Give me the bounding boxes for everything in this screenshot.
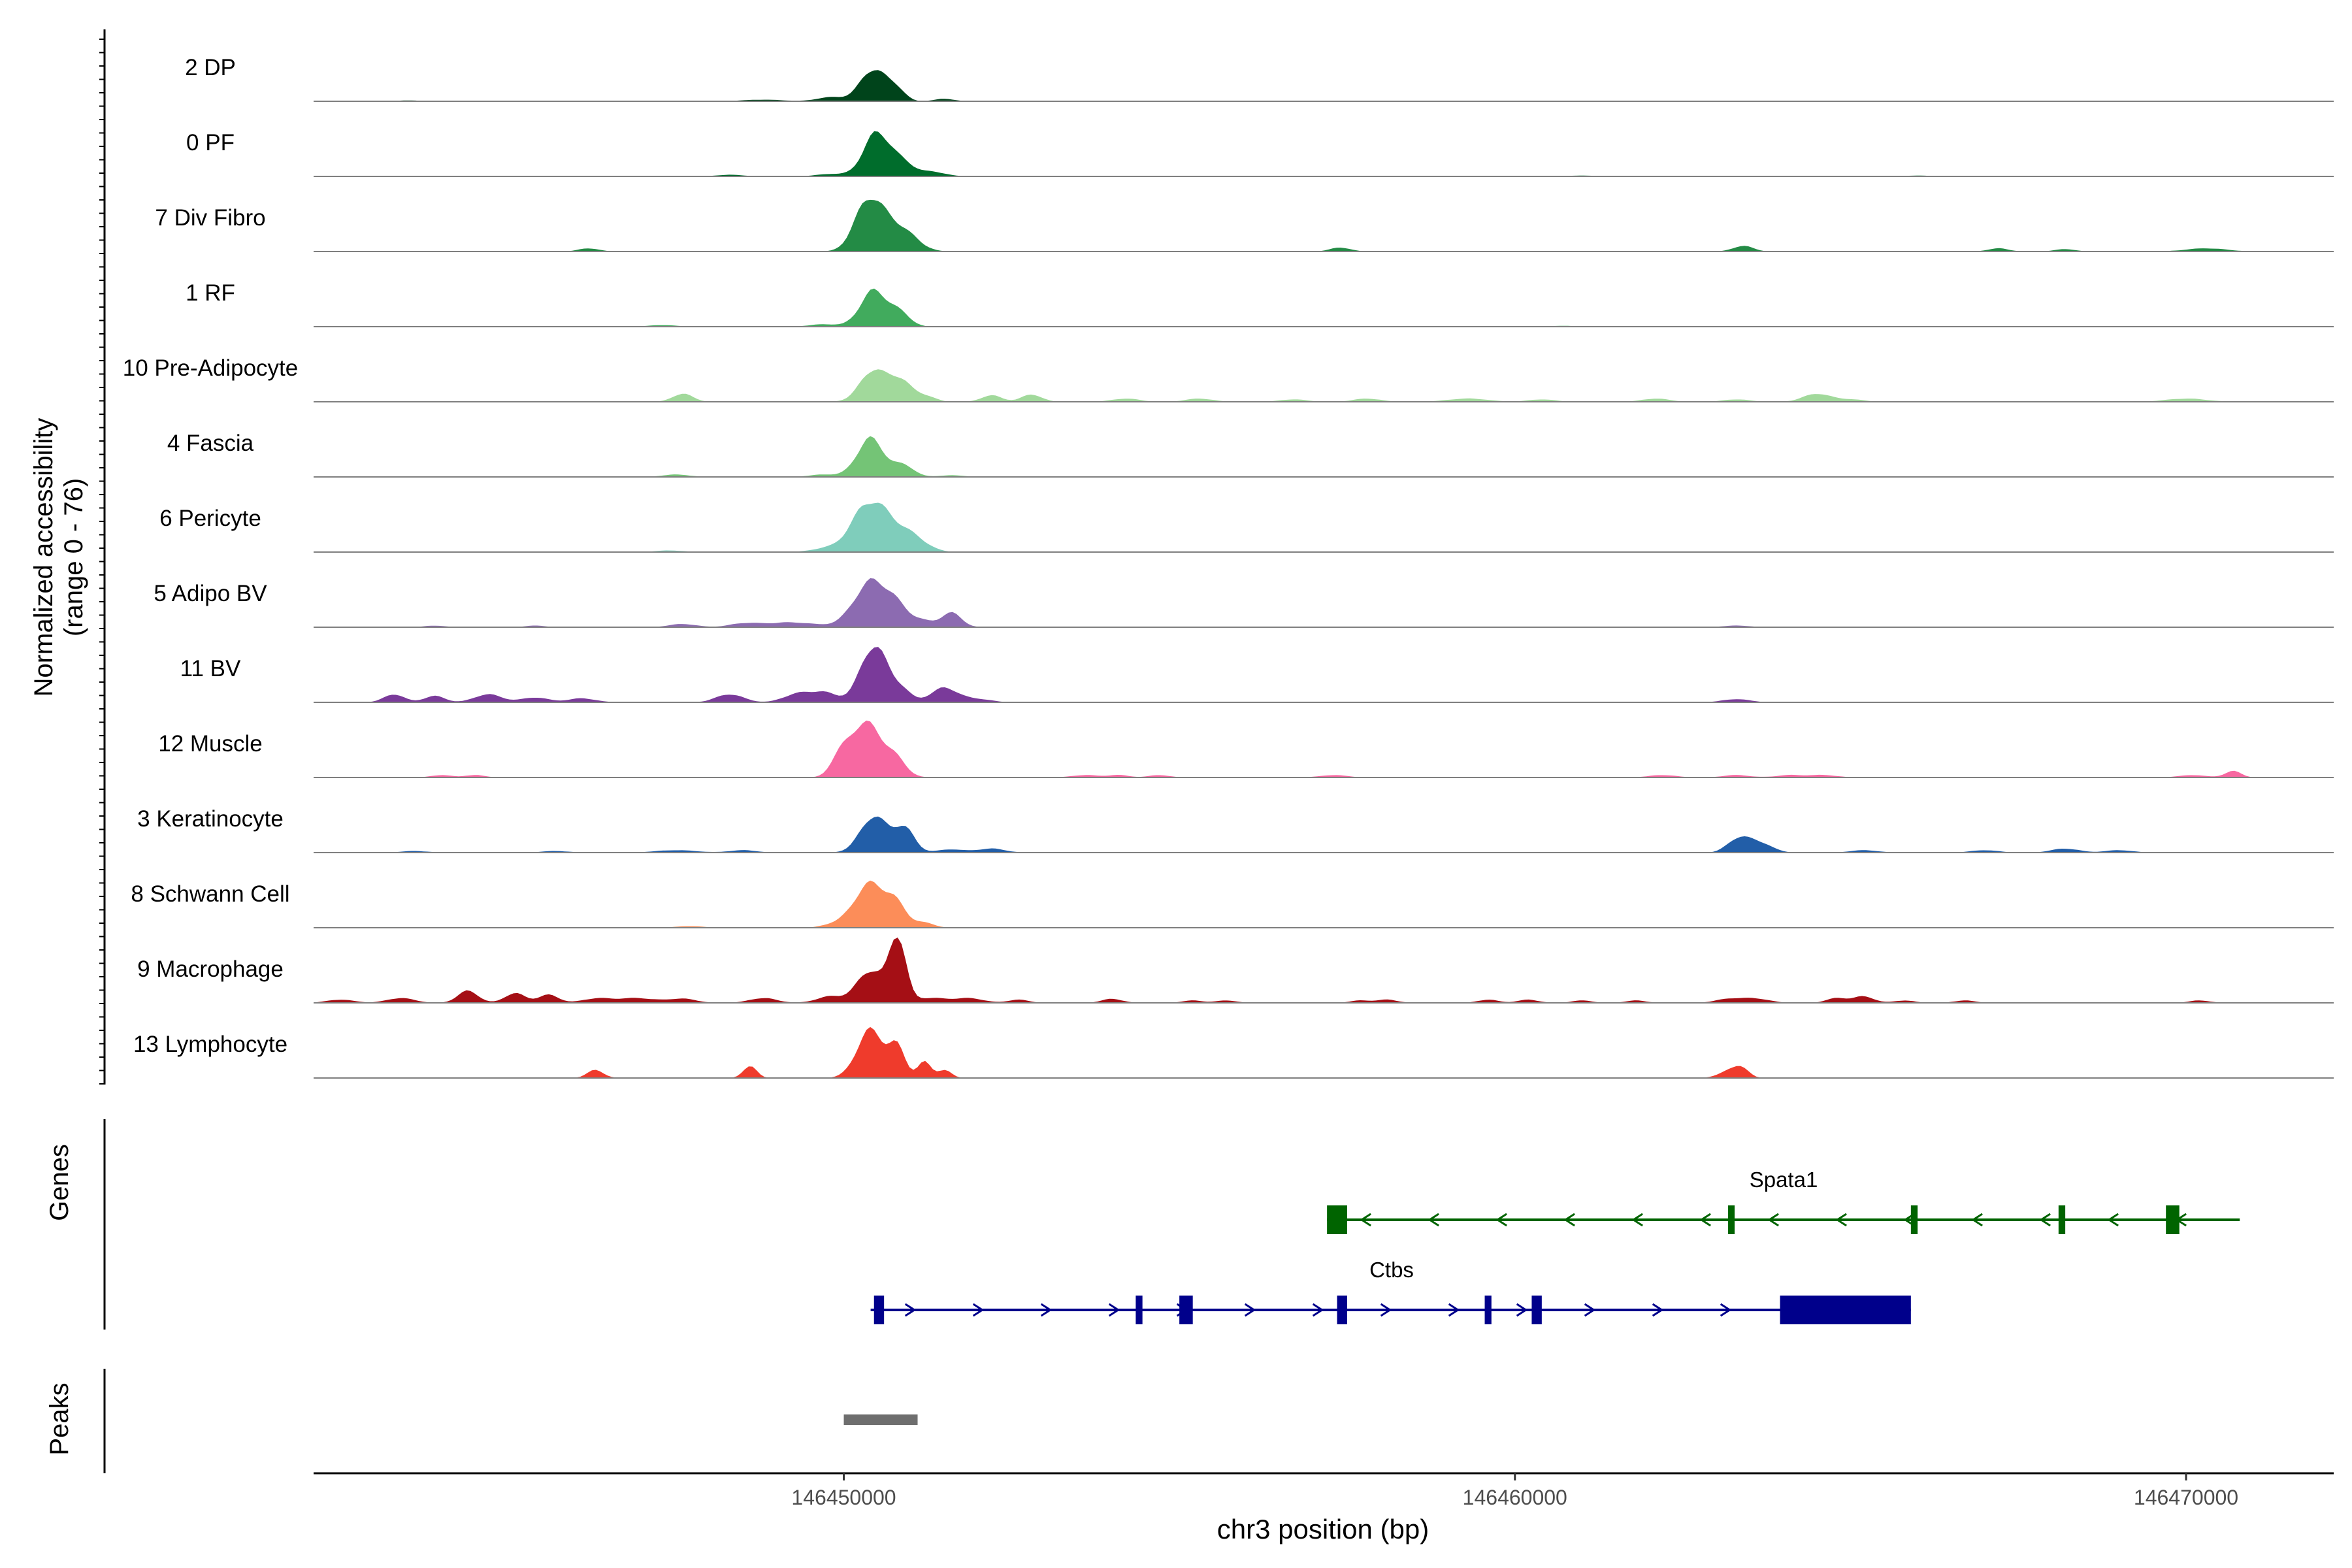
track-label: 7 Div Fibro — [155, 205, 265, 231]
left-axis-lines — [99, 29, 106, 1473]
track-label: 11 BV — [180, 656, 241, 681]
strand-chevron — [1040, 1303, 1053, 1317]
track-label: 3 Keratinocyte — [137, 806, 284, 832]
x-axis-title: chr3 position (bp) — [1217, 1514, 1429, 1544]
strand-chevron — [1108, 1303, 1120, 1317]
gene-exon — [1327, 1205, 1347, 1234]
track-10-pre-adipocyte: 10 Pre-Adipocyte — [123, 355, 2334, 402]
strand-chevron — [1244, 1303, 1256, 1317]
strand-chevron — [1312, 1303, 1324, 1317]
track-label: 12 Muscle — [158, 731, 263, 757]
track-12-muscle: 12 Muscle — [158, 720, 2334, 778]
gene-exon — [2166, 1205, 2180, 1234]
strand-chevron — [2107, 1213, 2119, 1227]
coverage-area-2-dp — [314, 70, 2334, 101]
strand-chevron — [2039, 1213, 2051, 1227]
strand-chevron — [1971, 1213, 1983, 1227]
strand-chevron — [1584, 1303, 1596, 1317]
track-0-pf: 0 PF — [186, 130, 2334, 177]
coverage-area-8-schwann-cell — [314, 880, 2334, 928]
coverage-area-12-muscle — [314, 720, 2334, 777]
coverage-area-4-fascia — [314, 436, 2334, 477]
track-label: 10 Pre-Adipocyte — [123, 355, 298, 381]
track-7-div-fibro: 7 Div Fibro — [155, 199, 2334, 252]
gene-exon — [2058, 1205, 2066, 1234]
strand-chevron — [1720, 1303, 1732, 1317]
gene-ctbs: Ctbs — [870, 1258, 1911, 1324]
track-label: 2 DP — [185, 55, 236, 80]
strand-chevron — [1652, 1303, 1664, 1317]
peaks-panel-label: Peaks — [45, 1382, 74, 1455]
strand-chevron — [1835, 1213, 1847, 1227]
coverage-area-11-bv — [314, 647, 2334, 702]
peaks-panel — [843, 1414, 918, 1425]
gene-spata1: Spata1 — [1327, 1168, 2240, 1234]
coverage-area-1-rf — [314, 288, 2334, 327]
strand-chevron — [1767, 1213, 1779, 1227]
gene-name-label: Ctbs — [1369, 1258, 1414, 1282]
track-6-pericyte: 6 Pericyte — [159, 502, 2334, 553]
strand-chevron — [1428, 1213, 1439, 1227]
strand-chevron — [1631, 1213, 1643, 1227]
coverage-area-0-pf — [314, 131, 2334, 176]
strand-chevron — [1516, 1303, 1528, 1317]
gene-exon — [1484, 1296, 1492, 1324]
gene-exon — [1135, 1296, 1143, 1324]
track-11-bv: 11 BV — [180, 647, 2334, 703]
track-5-adipo-bv: 5 Adipo BV — [154, 578, 2334, 628]
x-tick-label: 146470000 — [2134, 1486, 2238, 1509]
gene-exon — [1728, 1205, 1735, 1234]
strand-chevron — [972, 1303, 985, 1317]
gene-exon — [1337, 1296, 1347, 1324]
coverage-area-5-adipo-bv — [314, 578, 2334, 627]
coverage-area-3-keratinocyte — [314, 816, 2334, 853]
track-2-dp: 2 DP — [185, 55, 2334, 102]
strand-chevron — [904, 1303, 917, 1317]
track-3-keratinocyte: 3 Keratinocyte — [137, 806, 2334, 853]
track-label: 13 Lymphocyte — [133, 1032, 287, 1057]
y-axis-title-line2: (range 0 - 76) — [59, 478, 88, 636]
track-label: 8 Schwann Cell — [131, 881, 289, 907]
genes-panel-label: Genes — [45, 1144, 74, 1221]
strand-chevron — [1448, 1303, 1460, 1317]
coverage-area-10-pre-adipocyte — [314, 369, 2334, 402]
gene-exon — [1910, 1205, 1918, 1234]
gene-name-label: Spata1 — [1750, 1168, 1818, 1192]
gene-exon — [874, 1296, 885, 1324]
gene-exon — [1179, 1296, 1193, 1324]
track-label: 1 RF — [186, 280, 235, 306]
track-9-macrophage: 9 Macrophage — [137, 938, 2334, 1004]
track-4-fascia: 4 Fascia — [167, 431, 2334, 478]
track-label: 5 Adipo BV — [154, 581, 267, 606]
strand-chevron — [1495, 1213, 1507, 1227]
track-1-rf: 1 RF — [186, 280, 2334, 327]
track-label: 4 Fascia — [167, 431, 254, 456]
coverage-tracks: 2 DP 0 PF 7 Div Fibro 1 RF 10 Pre-Adipocyte 4… — [123, 55, 2334, 1079]
x-tick-label: 146460000 — [1463, 1486, 1567, 1509]
x-axis: 146450000 146460000 146470000 — [314, 1472, 2334, 1509]
y-axis-title-line1: Normalized accessibility — [29, 418, 58, 697]
track-label: 9 Macrophage — [137, 956, 284, 982]
gene-exon — [1531, 1296, 1542, 1324]
track-13-lymphocyte: 13 Lymphocyte — [133, 1026, 2334, 1079]
strand-chevron — [1563, 1213, 1575, 1227]
x-tick-label: 146450000 — [791, 1486, 896, 1509]
gene-exon — [1780, 1296, 1911, 1324]
track-label: 0 PF — [186, 130, 235, 155]
coverage-area-9-macrophage — [314, 938, 2334, 1003]
coverage-area-13-lymphocyte — [314, 1026, 2334, 1078]
peak-region-bar — [843, 1414, 918, 1425]
strand-chevron — [1380, 1303, 1392, 1317]
coverage-area-6-pericyte — [314, 502, 2334, 552]
strand-chevron — [1699, 1213, 1711, 1227]
gene-annotation-panel: Spata1 Ctbs — [870, 1168, 2240, 1324]
track-8-schwann-cell: 8 Schwann Cell — [131, 880, 2334, 928]
strand-chevron — [1360, 1213, 1371, 1227]
track-label: 6 Pericyte — [159, 506, 261, 531]
coverage-area-7-div-fibro — [314, 199, 2334, 252]
